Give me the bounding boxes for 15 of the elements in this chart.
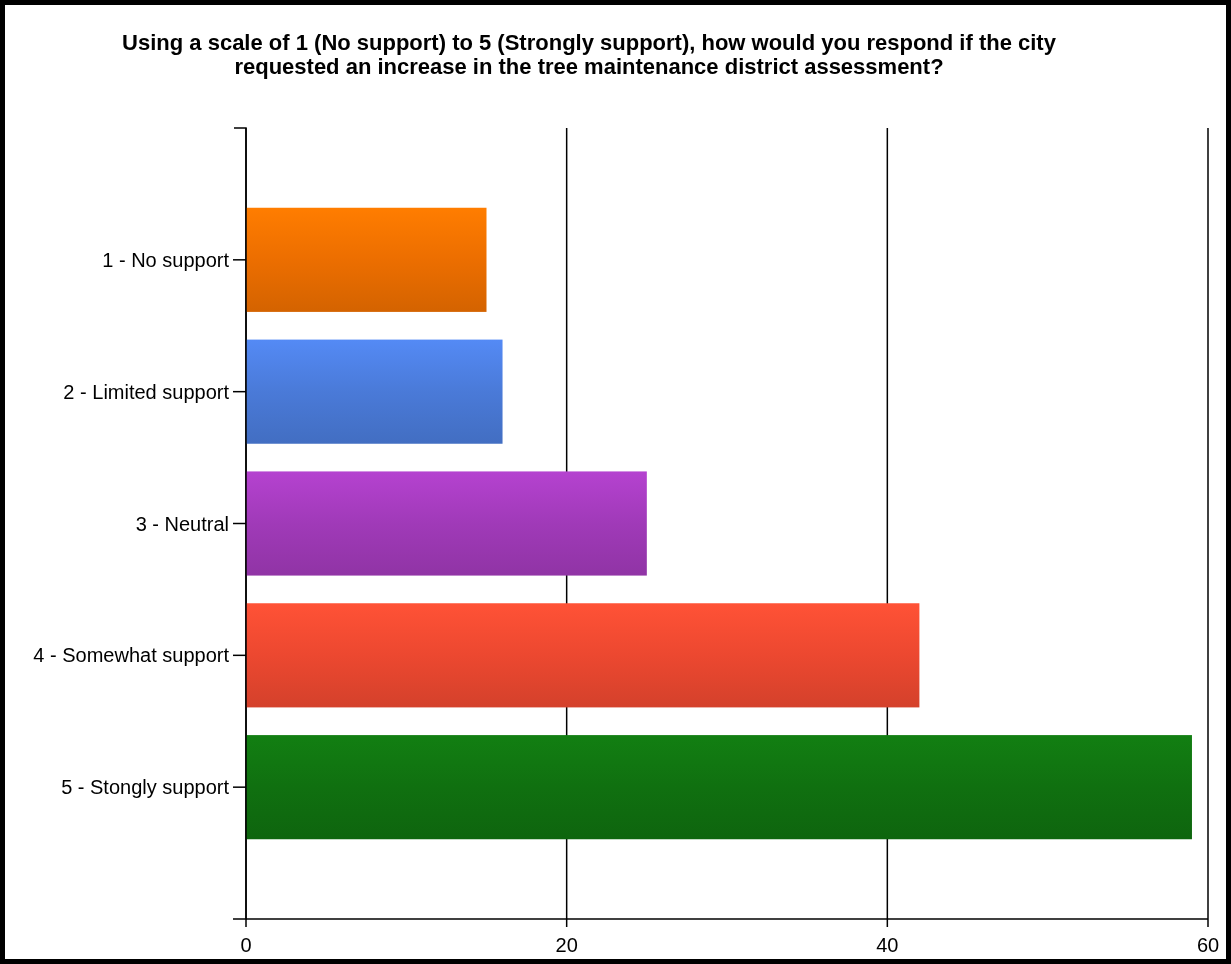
- y-tick-label: 1 - No support: [102, 248, 230, 271]
- x-tick-label: 20: [555, 934, 578, 956]
- y-tick-label: 2 - Limited support: [63, 380, 230, 403]
- chart-title: Using a scale of 1 (No support) to 5 (Strongly support), how would you respond if the city requested an increase in the tree maintenance district assessment?: [122, 30, 1057, 79]
- y-tick-label: 5 - Stongly support: [61, 776, 230, 799]
- x-tick-label: 40: [876, 934, 899, 956]
- y-tick-label: 3 - Neutral: [135, 512, 229, 535]
- y-tick-label: 4 - Somewhat support: [33, 644, 230, 667]
- x-tick-label: 60: [1196, 934, 1220, 956]
- bar: [246, 339, 503, 444]
- bar: [246, 603, 920, 708]
- bar: [246, 207, 487, 312]
- bar: [246, 735, 1192, 840]
- bar: [246, 471, 647, 576]
- x-tick-label: 0: [240, 934, 252, 956]
